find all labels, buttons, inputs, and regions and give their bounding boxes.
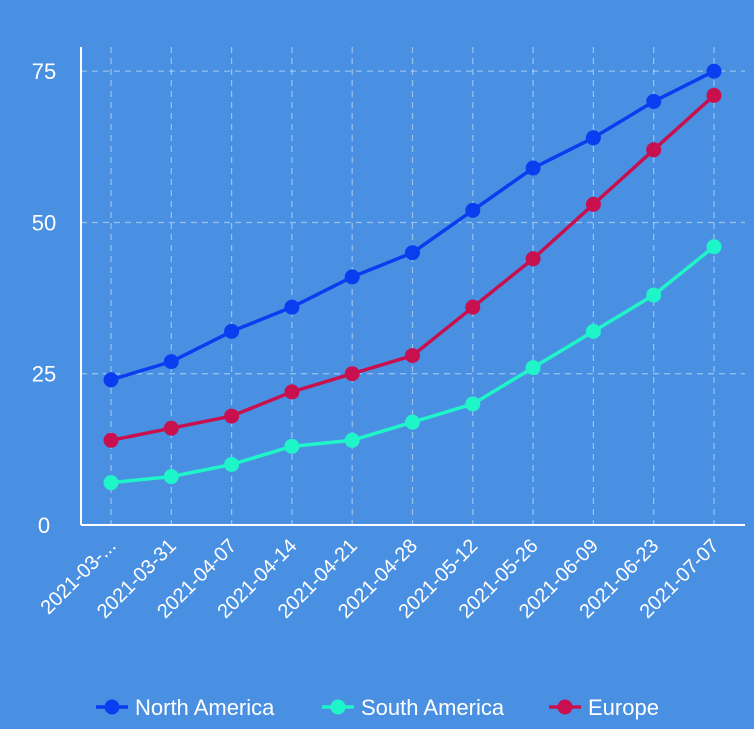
legend-label: South America [361,695,505,720]
series-north-america [103,63,722,388]
axes [80,47,745,526]
data-point[interactable] [706,239,722,255]
legend: North America South America Europe [96,695,659,720]
data-point[interactable] [163,420,179,436]
legend-swatch-marker [330,699,346,715]
data-point[interactable] [646,93,662,109]
data-point[interactable] [585,196,601,212]
data-point[interactable] [224,323,240,339]
data-point[interactable] [344,269,360,285]
data-point[interactable] [163,354,179,370]
legend-item-south-america[interactable]: South America [322,695,505,720]
y-tick-label: 50 [32,210,56,235]
data-point[interactable] [465,396,481,412]
legend-item-europe[interactable]: Europe [549,695,659,720]
data-point[interactable] [224,456,240,472]
legend-swatch-marker [557,699,573,715]
data-point[interactable] [585,130,601,146]
legend-item-north-america[interactable]: North America [96,695,275,720]
legend-label: Europe [588,695,659,720]
series-south-america [103,239,722,491]
data-point[interactable] [646,142,662,158]
data-point[interactable] [706,63,722,79]
data-point[interactable] [103,475,119,491]
data-point[interactable] [103,432,119,448]
data-point[interactable] [465,202,481,218]
data-point[interactable] [405,348,420,364]
data-point[interactable] [103,372,119,388]
data-point[interactable] [706,87,722,103]
data-point[interactable] [525,251,541,267]
x-axis-ticks: 2021-03-...2021-03-312021-04-072021-04-1… [37,535,724,623]
legend-label: North America [135,695,275,720]
data-point[interactable] [284,438,300,454]
data-point[interactable] [284,384,300,400]
data-point[interactable] [525,160,541,176]
data-point[interactable] [465,299,481,315]
legend-swatch-marker [104,699,120,715]
data-point[interactable] [405,245,420,261]
data-point[interactable] [163,469,179,485]
y-tick-label: 25 [32,362,56,387]
y-axis-ticks: 0 25 50 75 [32,59,56,538]
series [103,63,722,491]
grid [81,47,745,525]
data-point[interactable] [405,414,420,430]
data-point[interactable] [224,408,240,424]
y-tick-label: 0 [38,513,50,538]
data-point[interactable] [344,366,360,382]
data-point[interactable] [284,299,300,315]
y-tick-label: 75 [32,59,56,84]
data-point[interactable] [585,323,601,339]
series-europe [103,87,722,448]
data-point[interactable] [344,432,360,448]
data-point[interactable] [646,287,662,303]
data-point[interactable] [525,360,541,376]
